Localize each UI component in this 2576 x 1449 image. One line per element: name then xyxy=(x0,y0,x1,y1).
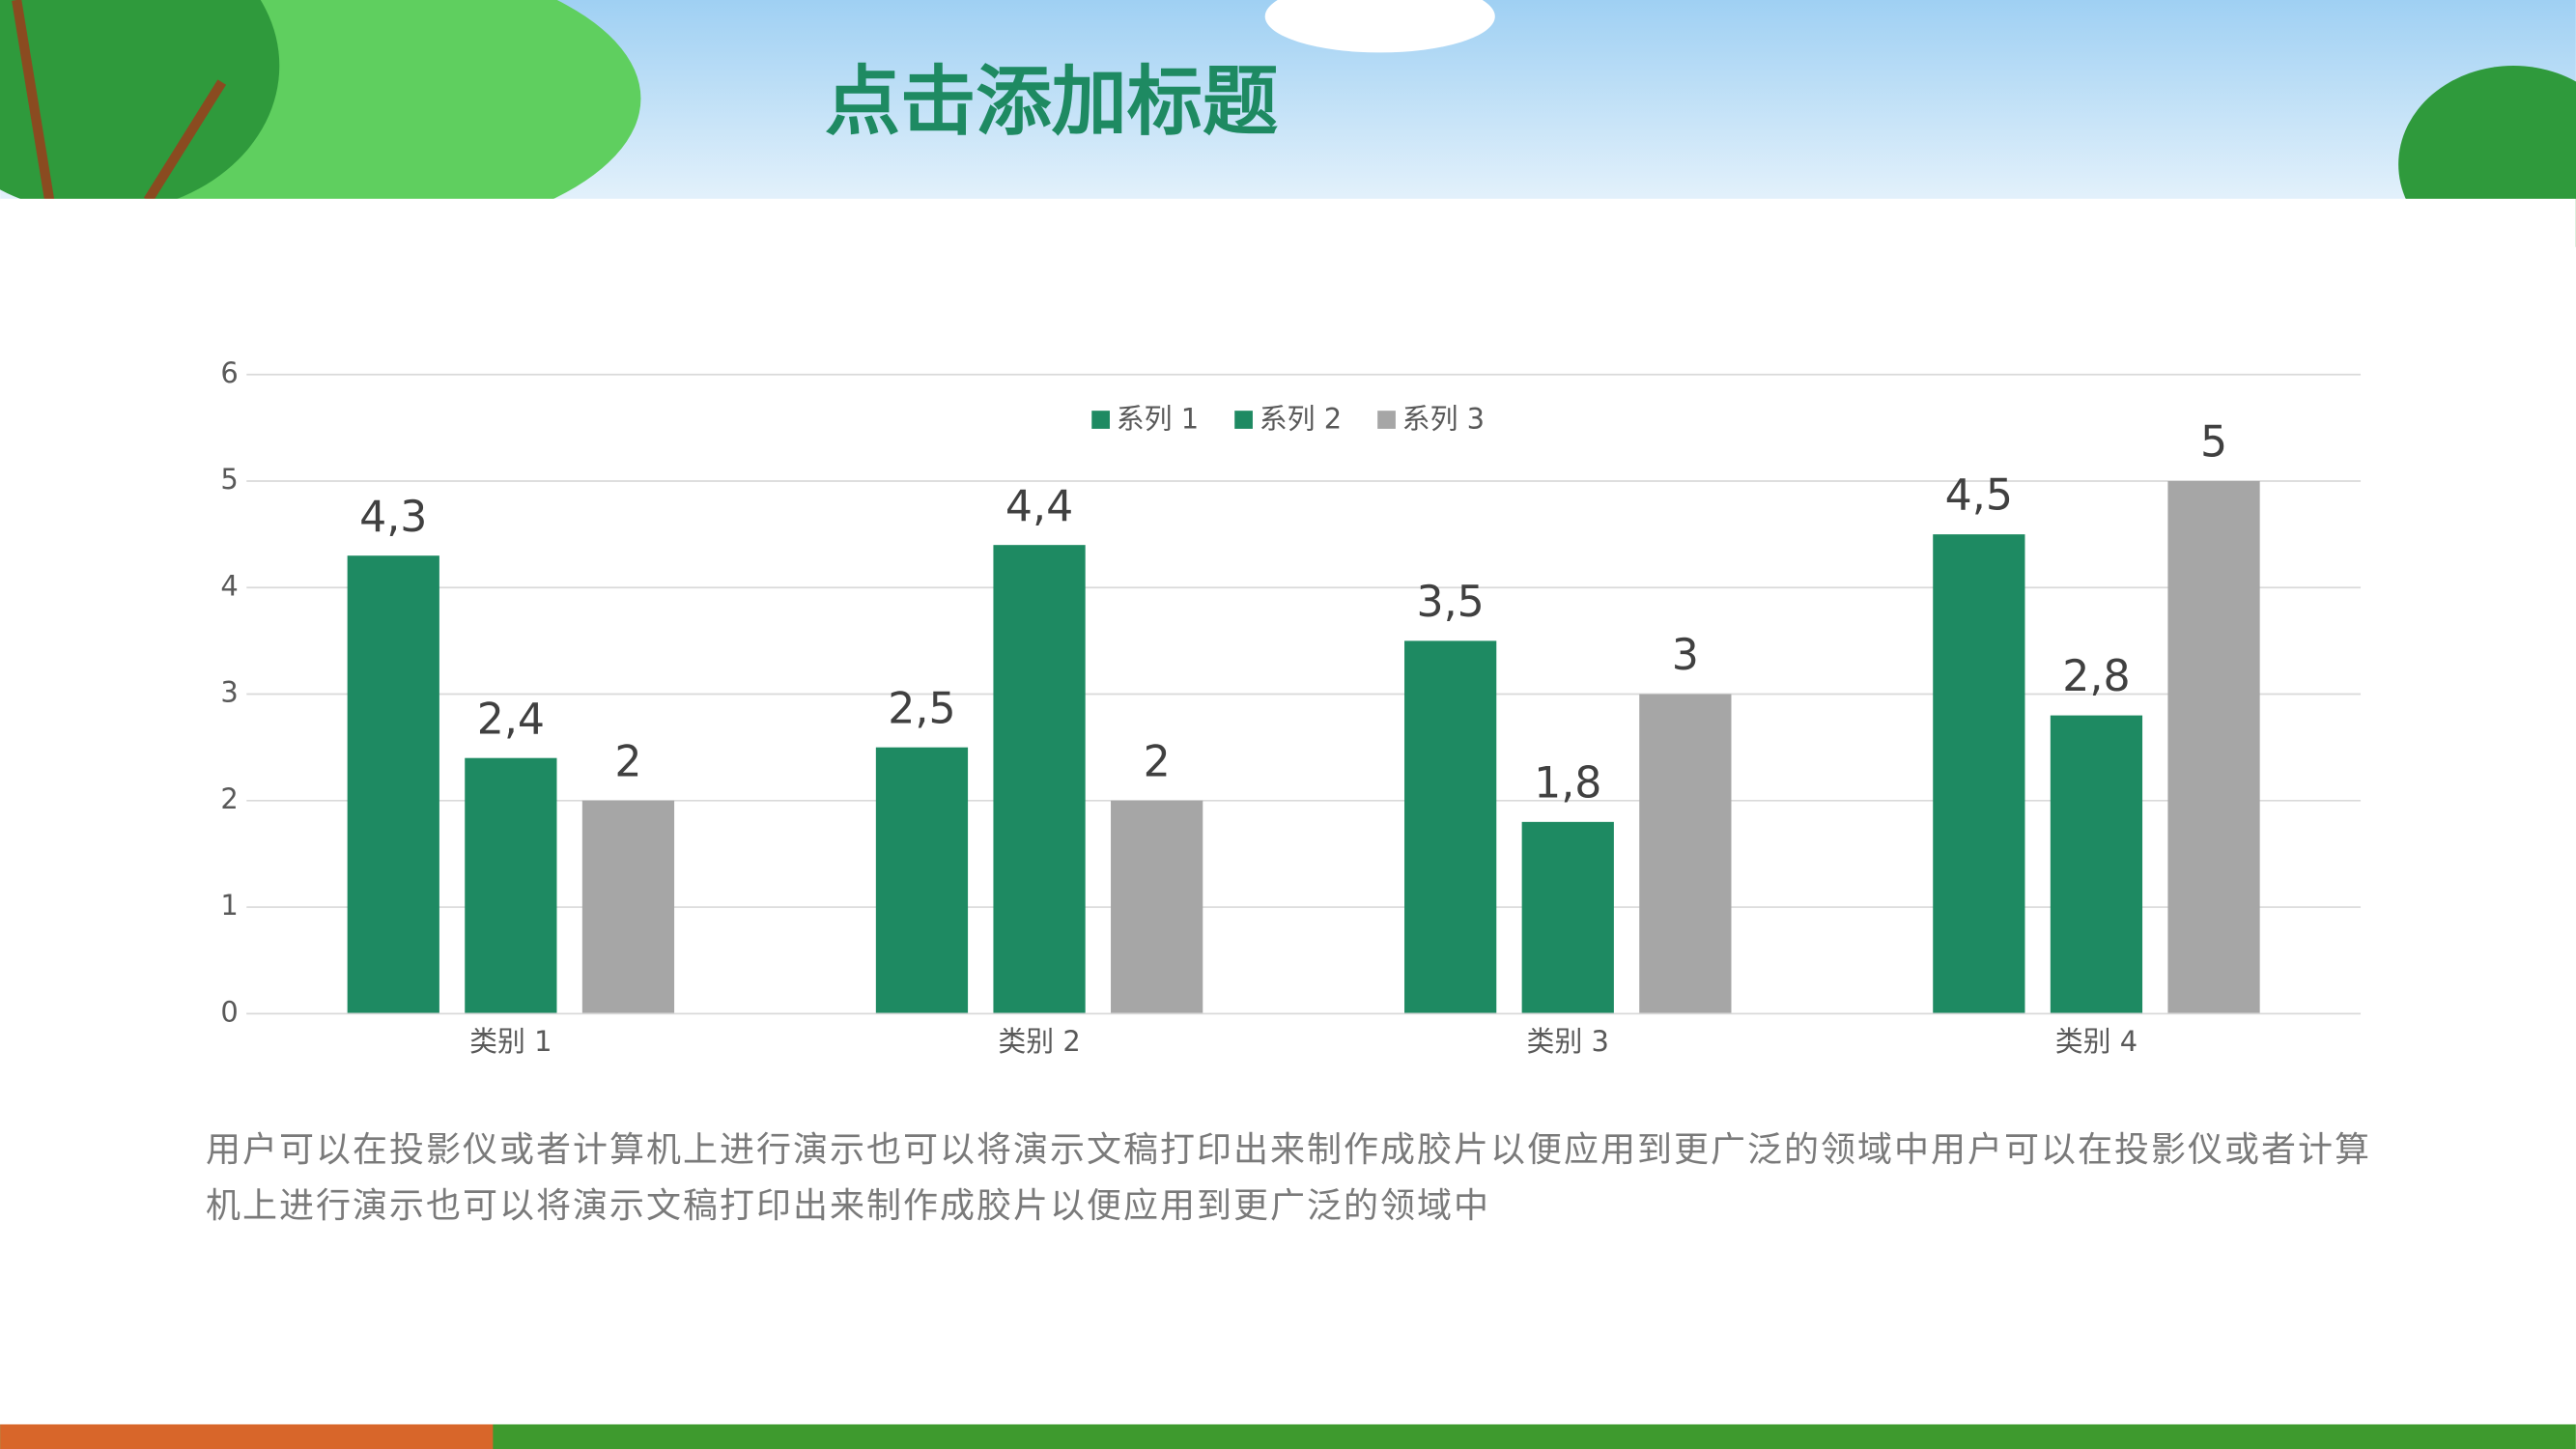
foliage xyxy=(0,1424,494,1449)
bar xyxy=(1639,694,1732,1014)
body-text: 用户可以在投影仪或者计算机上进行演示也可以将演示文稿打印出来制作成胶片以便应用到… xyxy=(206,1130,2372,1226)
cloud xyxy=(1264,0,1495,53)
data-label: 2 xyxy=(614,737,641,786)
branch xyxy=(12,0,227,204)
legend-label: 系列 2 xyxy=(1260,402,1342,435)
data-label: 1,8 xyxy=(1534,758,1601,808)
x-tick-label: 类别 3 xyxy=(1527,1025,1609,1058)
bar xyxy=(2167,481,2260,1014)
y-tick-label: 4 xyxy=(220,569,238,602)
legend-label: 系列 1 xyxy=(1117,402,1199,435)
data-label: 2,5 xyxy=(888,684,955,733)
tree-left-dark xyxy=(0,0,280,214)
data-label: 2,4 xyxy=(477,695,545,744)
legend-label: 系列 3 xyxy=(1402,402,1485,435)
bar xyxy=(347,555,439,1014)
legend-swatch xyxy=(1377,411,1396,429)
bar xyxy=(2050,715,2143,1014)
bar xyxy=(1933,534,2025,1014)
y-tick-label: 5 xyxy=(220,463,238,496)
bar xyxy=(993,545,1086,1014)
data-label: 2,8 xyxy=(2062,652,2130,701)
data-label: 4,3 xyxy=(359,493,427,542)
bar xyxy=(1111,800,1203,1014)
bar xyxy=(465,757,557,1014)
x-tick-label: 类别 1 xyxy=(469,1025,552,1058)
slide-title: 点击添加标题 xyxy=(825,58,1278,146)
y-tick-label: 0 xyxy=(220,995,238,1028)
y-tick-label: 2 xyxy=(220,782,238,815)
data-label: 3,5 xyxy=(1416,578,1484,627)
legend-swatch xyxy=(1234,411,1253,429)
y-tick-label: 3 xyxy=(220,676,238,709)
data-label: 5 xyxy=(2200,418,2227,468)
data-label: 4,5 xyxy=(1945,471,2013,521)
bar xyxy=(875,747,969,1014)
y-tick-label: 1 xyxy=(220,889,238,922)
data-label: 4,4 xyxy=(1005,482,1073,531)
legend-swatch xyxy=(1091,411,1110,429)
y-tick-label: 6 xyxy=(220,356,238,389)
x-tick-label: 类别 2 xyxy=(998,1025,1080,1058)
bar xyxy=(1521,821,1614,1014)
data-label: 3 xyxy=(1672,631,1699,680)
x-tick-label: 类别 4 xyxy=(2055,1025,2137,1058)
bar xyxy=(1404,640,1497,1014)
bar xyxy=(581,800,675,1014)
data-label: 2 xyxy=(1144,737,1171,786)
